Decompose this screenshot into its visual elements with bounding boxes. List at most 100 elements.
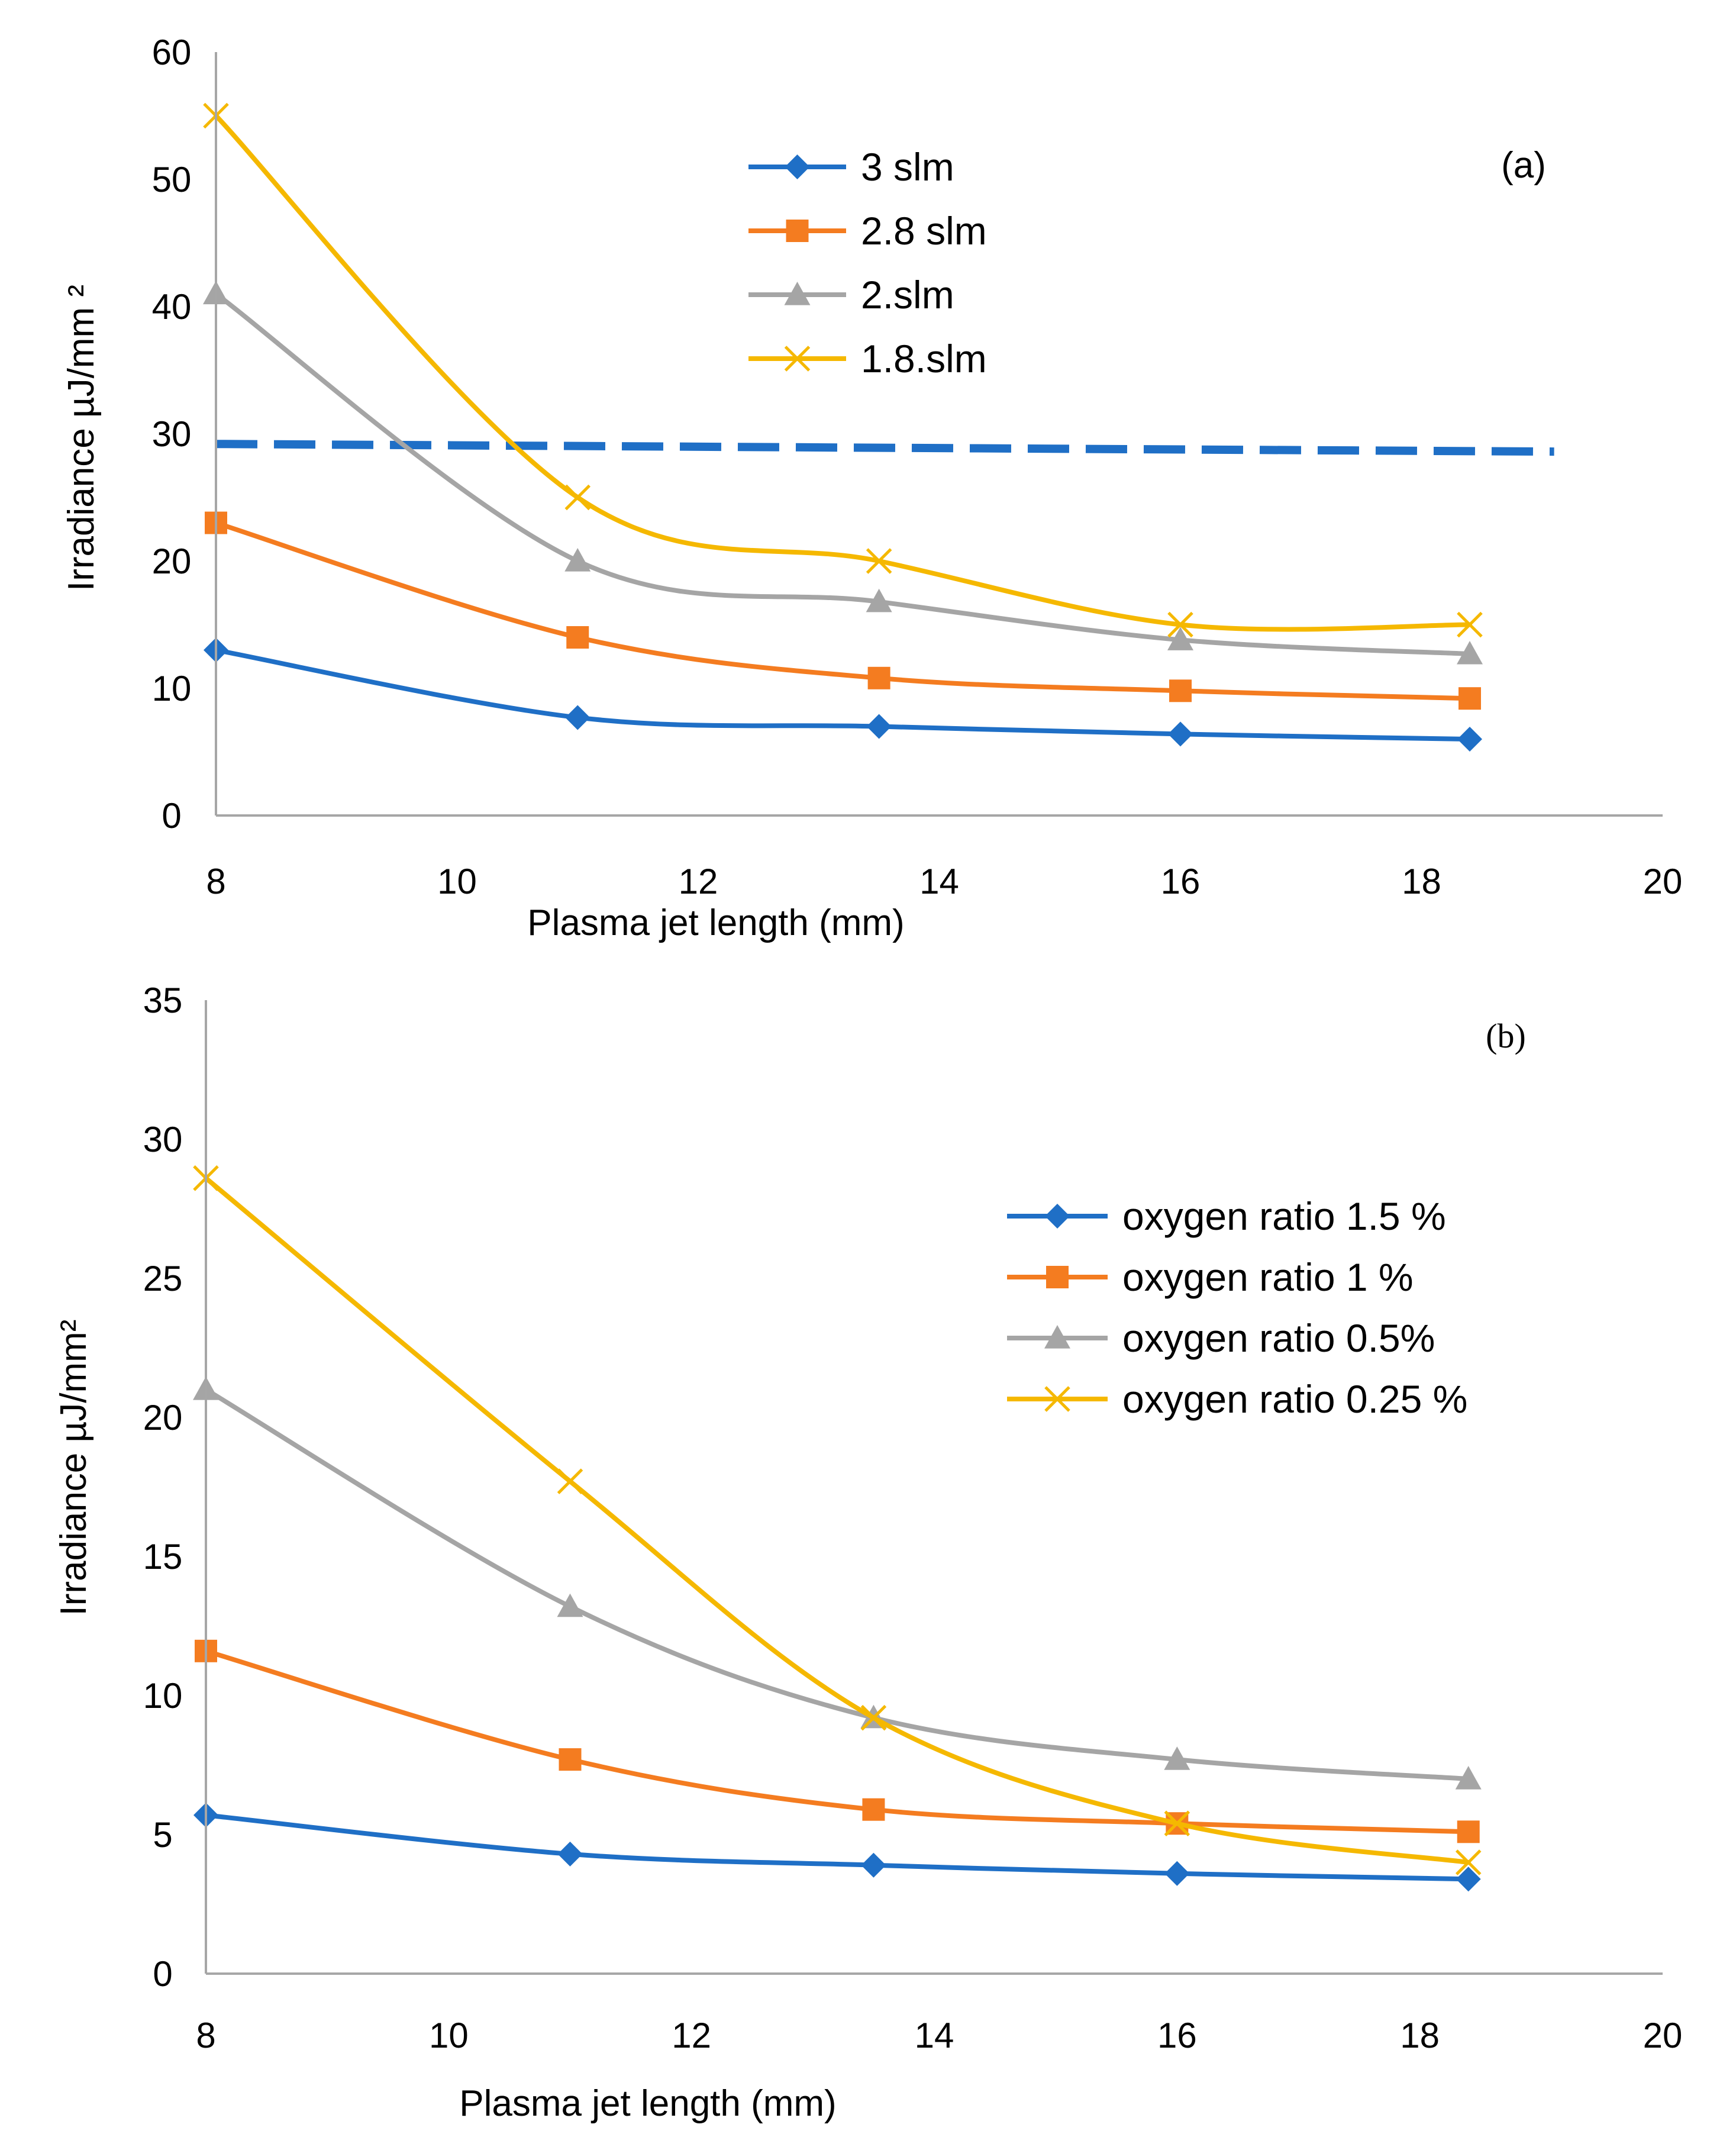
y-tick-label-b: 25 [143, 1259, 183, 1298]
data-point-b-0 [1164, 1861, 1190, 1886]
data-point-a-3 [1457, 611, 1483, 638]
data-point-b-3 [557, 1468, 583, 1494]
legend-label: oxygen ratio 1 % [1122, 1255, 1414, 1299]
y-tick-label-b: 5 [153, 1815, 172, 1855]
threshold-dashed-line [215, 440, 1554, 456]
x-tick-label-b: 12 [672, 2016, 711, 2055]
x-tick-label-a: 10 [437, 862, 477, 901]
x-tick-label-b: 16 [1157, 2016, 1197, 2055]
data-point-a-0 [866, 714, 892, 739]
legend-marker [1044, 1325, 1070, 1349]
y-tick-label-a: 30 [152, 414, 192, 454]
data-point-a-3 [564, 484, 591, 511]
data-point-b-3 [860, 1704, 887, 1731]
legend-item-b-3: oxygen ratio 0.25 % [1007, 1377, 1467, 1421]
chart-panel-a: 8 10 12 14 16 18 20 0 10 20 30 40 50 60 Plasma jet l… [61, 33, 1682, 943]
legend-marker [786, 220, 809, 242]
data-point-b-2 [1164, 1746, 1190, 1770]
data-point-b-3 [1455, 1849, 1482, 1875]
data-point-b-1 [862, 1798, 885, 1821]
legend-label: oxygen ratio 0.5% [1122, 1316, 1435, 1360]
data-point-a-1 [1169, 679, 1192, 702]
y-tick-label-b: 15 [143, 1537, 183, 1577]
legend-item-a-1: 2.8 slm [748, 209, 987, 253]
y-tick-label-b: 30 [143, 1120, 183, 1159]
y-tick-label-b: 35 [143, 981, 183, 1020]
legend-label: oxygen ratio 1.5 % [1122, 1194, 1446, 1238]
x-axis-title-a: Plasma jet length (mm) [527, 902, 904, 943]
series-line-a-3 [214, 113, 1472, 632]
series-b-1 [195, 1639, 1480, 1843]
y-tick-label-a: 10 [152, 669, 192, 708]
chart-panel-b: 8 10 12 14 16 18 20 0 5 10 15 20 25 30 35 Plasma jet … [53, 981, 1682, 2124]
legend-marker [784, 282, 811, 305]
series-a-3 [203, 102, 1483, 638]
data-point-b-0 [1456, 1867, 1481, 1892]
y-tick-label-a: 60 [152, 33, 192, 72]
legend-marker [785, 154, 810, 179]
data-point-b-2 [1455, 1766, 1482, 1790]
legend-marker [1044, 1386, 1070, 1412]
y-tick-label-a: 20 [152, 541, 192, 581]
data-point-b-1 [559, 1748, 582, 1771]
series-b-0 [193, 1803, 1481, 1892]
x-tick-label-b: 14 [915, 2016, 954, 2055]
data-point-b-0 [861, 1852, 886, 1878]
x-tick-label-a: 8 [206, 862, 225, 901]
legend-label: oxygen ratio 0.25 % [1122, 1377, 1467, 1421]
legend-a: 3 slm 2.8 slm 2.slm 1.8.slm [748, 145, 987, 381]
y-axis-title-a: Irradiance µJ/mm ² [61, 285, 102, 591]
data-point-a-2 [1167, 627, 1193, 650]
series-a-1 [205, 511, 1481, 710]
series-line-a-2 [214, 291, 1472, 656]
y-tick-label-b: 10 [143, 1676, 183, 1716]
legend-item-b-2: oxygen ratio 0.5% [1007, 1316, 1435, 1360]
legend-marker [1046, 1266, 1069, 1288]
x-tick-label-b: 18 [1400, 2016, 1440, 2055]
x-tick-label-a: 14 [919, 862, 959, 901]
legend-label: 2.slm [861, 273, 954, 317]
x-tick-label-b: 8 [196, 2016, 215, 2055]
legend-marker [784, 346, 811, 372]
panel-label-a: (a) [1501, 145, 1546, 186]
data-point-a-2 [564, 548, 591, 572]
legend-item-b-1: oxygen ratio 1 % [1007, 1255, 1414, 1299]
legend-marker [1045, 1204, 1070, 1229]
y-axis-title-b: Irradiance µJ/mm² [53, 1320, 94, 1616]
legend-b: oxygen ratio 1.5 % oxygen ratio 1 % oxygen… [1007, 1194, 1467, 1421]
legend-label: 1.8.slm [861, 337, 987, 381]
data-point-a-2 [866, 588, 892, 613]
y-tick-label-a: 0 [162, 796, 181, 836]
series-line-b-1 [204, 1648, 1471, 1835]
y-tick-label-b: 20 [143, 1398, 183, 1437]
series-line-b-3 [204, 1175, 1471, 1865]
series-a-2 [203, 281, 1483, 665]
data-point-a-1 [1459, 687, 1481, 710]
data-point-b-1 [1457, 1820, 1480, 1843]
data-point-a-0 [565, 705, 591, 730]
panel-label-b: (b) [1486, 1017, 1526, 1055]
series-line-b-2 [204, 1387, 1471, 1781]
data-point-b-2 [557, 1593, 583, 1617]
data-point-a-1 [867, 666, 890, 689]
data-point-b-3 [1164, 1810, 1190, 1836]
x-tick-label-b: 10 [429, 2016, 469, 2055]
data-point-a-0 [1168, 721, 1193, 747]
x-tick-label-a: 20 [1643, 862, 1683, 901]
legend-label: 3 slm [861, 145, 954, 189]
y-tick-label-a: 40 [152, 287, 192, 327]
legend-label: 2.8 slm [861, 209, 987, 253]
data-point-a-0 [1457, 727, 1482, 752]
y-tick-label-b: 0 [153, 1954, 172, 1994]
x-axis-title-b: Plasma jet length (mm) [459, 2083, 836, 2124]
data-point-a-3 [866, 548, 892, 574]
legend-item-b-0: oxygen ratio 1.5 % [1007, 1194, 1446, 1238]
legend-item-a-2: 2.slm [748, 273, 954, 317]
data-point-a-3 [1167, 611, 1193, 638]
x-tick-label-b: 20 [1643, 2016, 1683, 2055]
data-point-b-0 [557, 1841, 583, 1867]
series-line-a-1 [214, 520, 1472, 701]
legend-item-a-3: 1.8.slm [748, 337, 987, 381]
y-tick-label-a: 50 [152, 160, 192, 199]
